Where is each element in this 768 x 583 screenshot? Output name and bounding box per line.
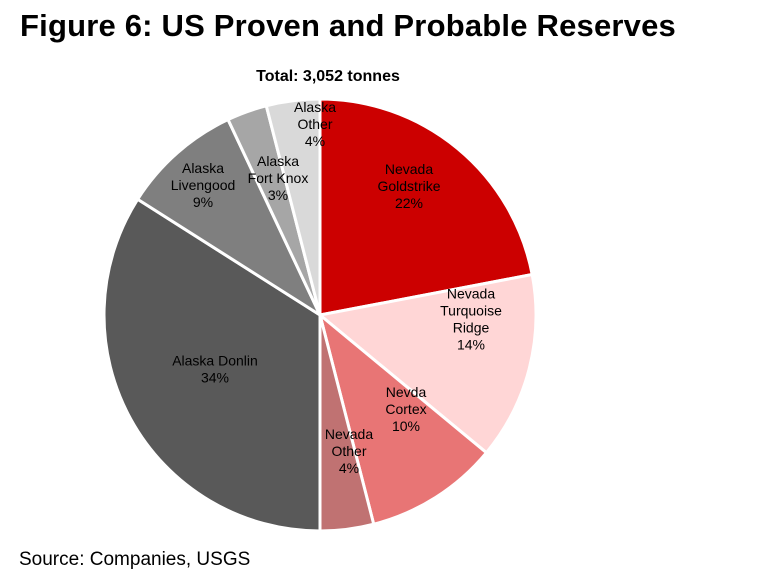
pie-slice-alaska-other <box>264 97 322 317</box>
pie-slices <box>102 97 538 533</box>
slice-label-alaska-donlin: Alaska Donlin 34% <box>172 353 258 386</box>
slice-label-nevada-other: Nevada Other 4% <box>325 426 373 476</box>
pie-slice-nevada-goldstrike <box>318 97 534 317</box>
slice-label-nevda-cortex: Nevda Cortex 10% <box>385 384 426 434</box>
chart-subtitle-total: Total: 3,052 tonnes <box>256 68 400 85</box>
slice-label-nevada-turquoise-ridge: Nevada Turquoise Ridge 14% <box>440 286 502 353</box>
slice-label-nevada-goldstrike: Nevada Goldstrike 22% <box>377 161 440 211</box>
slice-label-alaska-livengood: Alaska Livengood 9% <box>171 160 236 210</box>
pie-slice-nevada-turquoise-ridge <box>318 273 538 455</box>
pie-slice-alaska-livengood <box>136 118 322 317</box>
figure-title: Figure 6: US Proven and Probable Reserve… <box>20 8 676 43</box>
slice-label-alaska-fort-knox: Alaska Fort Knox 3% <box>248 153 309 203</box>
pie-labels: Nevada Goldstrike 22% Nevada Turquoise Ridge 1… <box>171 99 502 476</box>
slice-label-alaska-other: Alaska Other 4% <box>294 99 336 149</box>
source-note: Source: Companies, USGS <box>19 549 251 570</box>
